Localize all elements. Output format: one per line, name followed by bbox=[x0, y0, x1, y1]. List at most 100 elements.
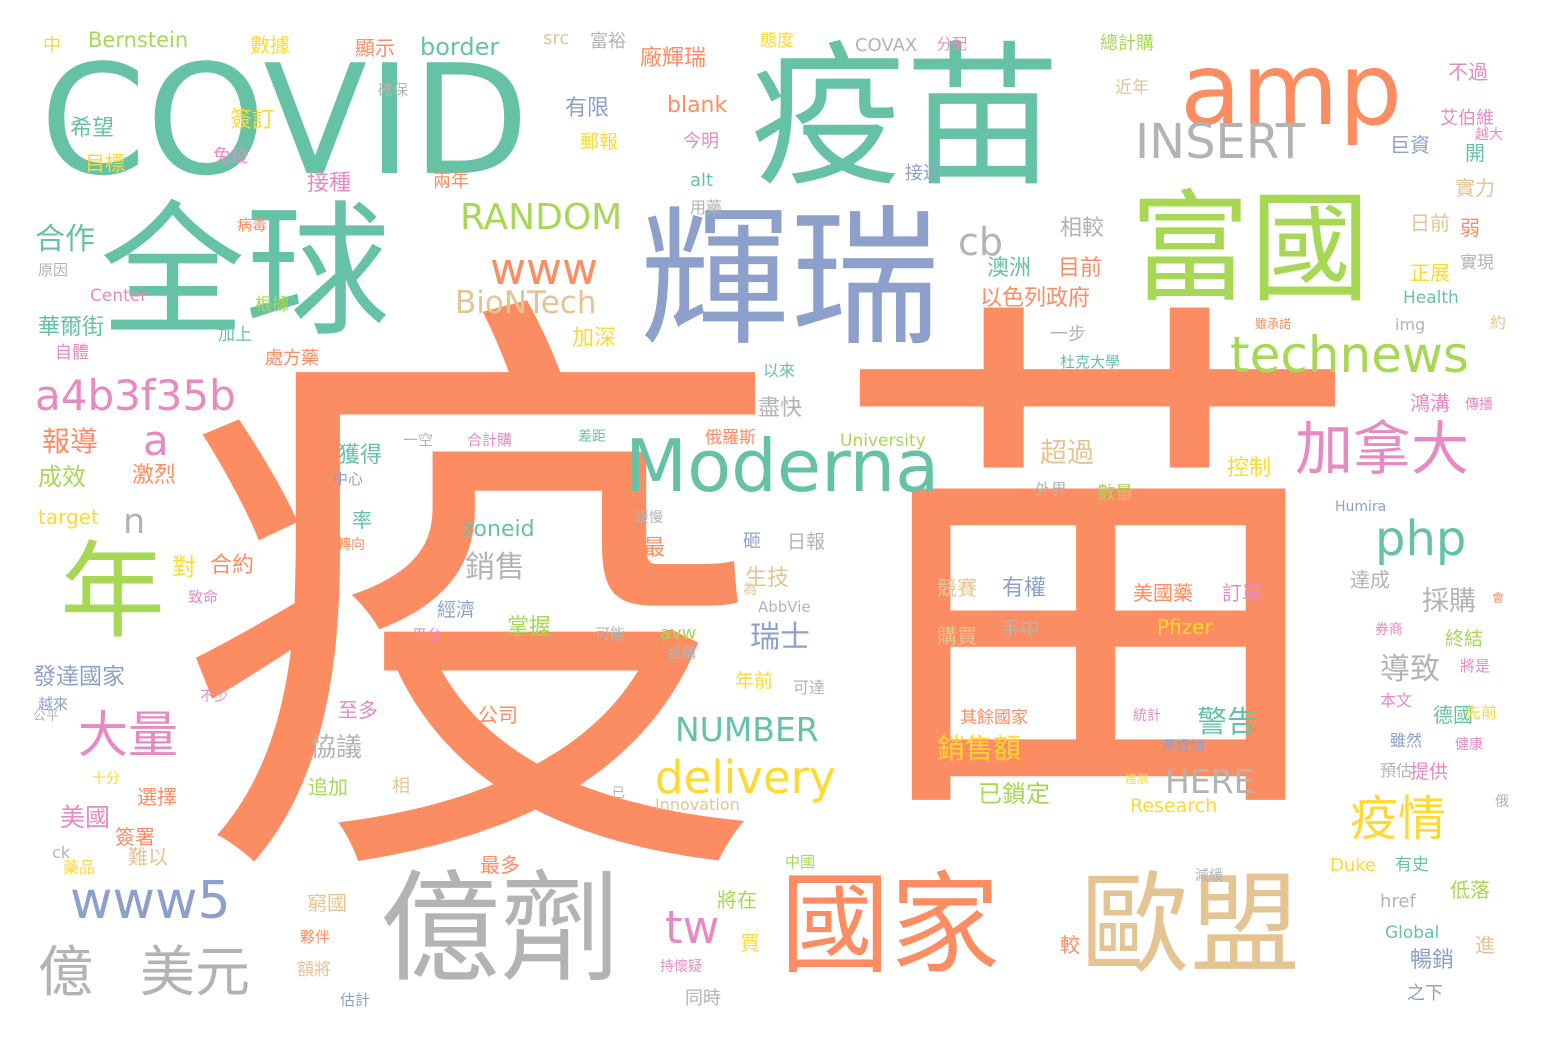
cloud-word: 有限 bbox=[565, 96, 610, 121]
cloud-word: 國家 bbox=[780, 861, 1000, 989]
cloud-word: 平台 bbox=[412, 626, 443, 644]
cloud-word: 已鎖定 bbox=[978, 780, 1050, 808]
cloud-word: 希望 bbox=[70, 116, 115, 141]
cloud-word: 轉向 bbox=[337, 537, 365, 553]
cloud-word: 瑞士 bbox=[750, 620, 810, 655]
cloud-word: delivery bbox=[655, 751, 836, 804]
cloud-word: 掌握 bbox=[507, 615, 552, 640]
cloud-word: 傳播 bbox=[1465, 397, 1493, 413]
cloud-word: 進展 bbox=[1125, 772, 1150, 786]
cloud-word: 夥伴 bbox=[300, 928, 331, 946]
cloud-word: 億 bbox=[38, 940, 94, 1004]
cloud-word: Innovation bbox=[655, 795, 740, 814]
cloud-word: 輝瑞 bbox=[640, 193, 941, 367]
cloud-word: 正展 bbox=[1410, 261, 1450, 285]
cloud-word: 簽訂 bbox=[230, 108, 275, 133]
cloud-word: AbbVie bbox=[758, 598, 811, 616]
cloud-word: 日報 bbox=[787, 531, 826, 553]
cloud-word: 估計 bbox=[340, 991, 371, 1009]
cloud-word: 目標 bbox=[85, 151, 125, 175]
cloud-word: 苗 bbox=[830, 261, 1365, 884]
cloud-word: 可達 bbox=[793, 678, 826, 697]
cloud-word: 富裕 bbox=[590, 31, 626, 52]
cloud-word: 激烈 bbox=[132, 463, 177, 488]
cloud-word: 杜克大學 bbox=[1060, 353, 1121, 371]
cloud-word: Moderna bbox=[625, 424, 940, 508]
cloud-word: 雖承諾 bbox=[1255, 317, 1292, 331]
cloud-word: 接種 bbox=[307, 171, 352, 196]
cloud-word: 今明 bbox=[683, 131, 719, 152]
cloud-word: RANDOM bbox=[460, 197, 623, 238]
cloud-word: a4b3f35b bbox=[35, 371, 236, 420]
cloud-word: Research bbox=[1130, 795, 1218, 817]
cloud-word: 券商 bbox=[1375, 622, 1403, 638]
cloud-word: 接近 bbox=[905, 163, 941, 184]
cloud-word: 美國藥 bbox=[1133, 581, 1193, 605]
cloud-word: 原因 bbox=[38, 261, 69, 279]
cloud-word: 越大 bbox=[1475, 127, 1503, 143]
cloud-word: target bbox=[38, 505, 99, 529]
cloud-word: amp bbox=[1180, 31, 1403, 148]
cloud-word: 採購 bbox=[1422, 586, 1476, 617]
cloud-word: 用藥 bbox=[690, 198, 723, 217]
cloud-word: 控制 bbox=[1227, 456, 1272, 481]
cloud-word: 外界 bbox=[1035, 480, 1068, 499]
cloud-word: COVAX bbox=[855, 35, 918, 56]
cloud-word: 加上 bbox=[218, 325, 252, 345]
cloud-word: 公平 bbox=[33, 709, 60, 724]
cloud-word: 創新 bbox=[1237, 615, 1277, 639]
cloud-word: 發達國家 bbox=[33, 664, 125, 690]
cloud-word: 預估 bbox=[1380, 761, 1413, 780]
cloud-word: 一空 bbox=[403, 431, 434, 449]
cloud-word: 搶購 bbox=[668, 646, 696, 662]
cloud-word: 暢銷 bbox=[1410, 948, 1455, 973]
cloud-word: 經濟 bbox=[437, 599, 476, 621]
cloud-word: border bbox=[420, 33, 500, 61]
cloud-word: 美國 bbox=[60, 803, 111, 832]
cloud-word: 澳洲 bbox=[987, 256, 1032, 281]
cloud-word: 可能 bbox=[595, 625, 626, 643]
cloud-word: 超過 bbox=[1040, 438, 1094, 469]
cloud-word: 導致 bbox=[1380, 652, 1440, 687]
cloud-word: 警告 bbox=[1197, 705, 1257, 740]
cloud-word: BioNTech bbox=[455, 285, 597, 321]
cloud-word: 顯示 bbox=[355, 36, 395, 60]
cloud-word: 會 bbox=[1492, 591, 1505, 605]
cloud-word: 疫 bbox=[176, 250, 781, 955]
cloud-word: blank bbox=[667, 93, 728, 118]
cloud-word: zoneid bbox=[462, 517, 535, 542]
cloud-word: 將是 bbox=[1460, 657, 1491, 675]
cloud-word: 最多 bbox=[480, 853, 520, 877]
cloud-word: 總計購 bbox=[1100, 33, 1154, 54]
cloud-word: 持懷疑 bbox=[660, 959, 702, 975]
cloud-word: 減緩 bbox=[1195, 868, 1223, 884]
cloud-word: Pfizer bbox=[1157, 615, 1213, 639]
cloud-word: 俄羅斯 bbox=[705, 428, 756, 448]
cloud-word: 相較 bbox=[1060, 216, 1105, 241]
cloud-word: 額將 bbox=[297, 960, 331, 980]
cloud-word: 相 bbox=[392, 776, 410, 797]
cloud-word: 日前 bbox=[1410, 211, 1450, 235]
cloud-word: 至多 bbox=[338, 698, 378, 722]
cloud-word: 報導 bbox=[42, 425, 99, 458]
cloud-word: tw bbox=[665, 901, 720, 954]
cloud-word: 十分 bbox=[92, 771, 120, 787]
cloud-word: 華盛頓 bbox=[1162, 739, 1204, 755]
cloud-word: 終結 bbox=[1445, 628, 1484, 650]
cloud-word: 中國 bbox=[785, 853, 816, 871]
cloud-word: cb bbox=[958, 220, 1004, 264]
cloud-word: 訂單 bbox=[1222, 581, 1262, 605]
cloud-word: 中心 bbox=[333, 470, 364, 488]
cloud-word: 艾伯維 bbox=[1440, 108, 1494, 129]
cloud-word: 提供 bbox=[1410, 761, 1449, 783]
cloud-word: 病毒 bbox=[237, 216, 268, 234]
cloud-word: 已 bbox=[612, 786, 626, 801]
cloud-word: 中 bbox=[43, 35, 61, 56]
cloud-word: img bbox=[1395, 315, 1426, 334]
cloud-word: avw bbox=[660, 623, 697, 644]
cloud-word: 全球 bbox=[100, 188, 390, 357]
cloud-word: 合計購 bbox=[467, 431, 513, 449]
cloud-word: 致命 bbox=[188, 588, 219, 606]
cloud-word: 近年 bbox=[1115, 78, 1149, 98]
